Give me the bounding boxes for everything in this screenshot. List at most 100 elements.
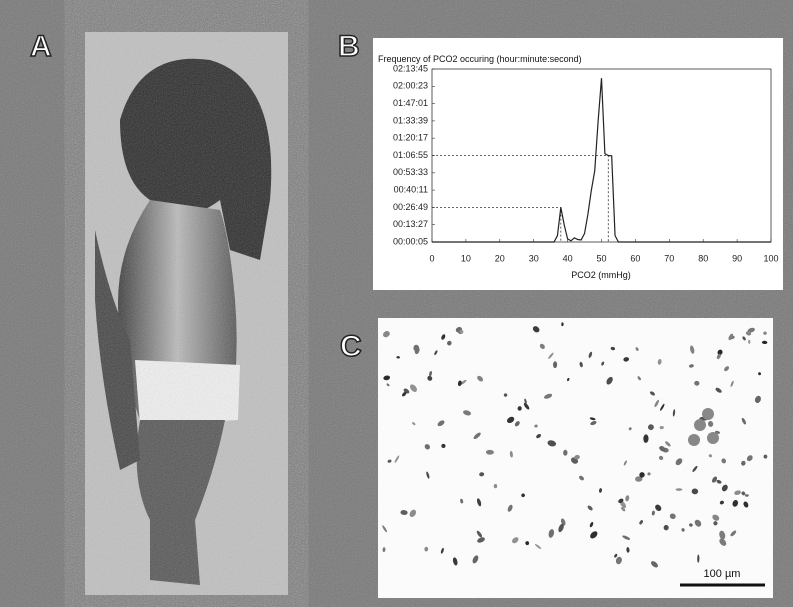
cell <box>441 443 446 448</box>
cell <box>635 347 639 351</box>
cell <box>741 460 746 466</box>
cell <box>651 510 655 516</box>
cell <box>665 441 671 447</box>
cell <box>476 530 483 538</box>
cell <box>553 361 558 369</box>
cell <box>606 376 613 385</box>
cell <box>409 509 417 518</box>
cell <box>758 372 761 376</box>
cell <box>713 521 718 526</box>
cell <box>761 340 768 345</box>
cell <box>746 455 753 462</box>
cell <box>587 505 593 511</box>
x-tick-label: 50 <box>596 253 606 263</box>
cell <box>558 523 564 533</box>
y-tick-label: 01:33:39 <box>393 115 428 125</box>
cell <box>427 375 433 381</box>
cell <box>589 417 596 421</box>
cell <box>561 322 564 327</box>
cell <box>589 521 594 528</box>
cell <box>503 393 508 397</box>
cell <box>382 547 386 552</box>
cell <box>512 537 519 544</box>
cell <box>599 488 602 493</box>
cell <box>716 479 722 484</box>
cell <box>452 557 458 566</box>
cell <box>477 537 485 543</box>
cell <box>715 387 722 393</box>
cell <box>493 484 498 489</box>
cell <box>524 398 527 404</box>
cell <box>394 455 400 463</box>
cell <box>618 498 624 503</box>
cell <box>477 375 484 382</box>
cell <box>544 393 553 399</box>
cell <box>387 459 392 463</box>
cell <box>697 554 700 563</box>
cell <box>534 544 542 549</box>
cell <box>689 364 694 368</box>
cell <box>460 498 464 504</box>
cell <box>649 391 655 396</box>
cell <box>534 424 538 428</box>
cell <box>655 504 662 512</box>
cell <box>590 531 598 539</box>
cell <box>717 349 723 356</box>
cell <box>659 446 666 452</box>
cell <box>689 523 693 527</box>
cell <box>614 553 618 558</box>
cell <box>402 391 407 397</box>
cell <box>507 416 515 424</box>
x-tick-label: 20 <box>495 253 505 263</box>
cell <box>574 454 580 460</box>
cell <box>621 506 626 512</box>
cell <box>426 471 430 479</box>
cell <box>601 361 605 366</box>
cell <box>424 546 429 552</box>
cell <box>724 366 730 372</box>
cell <box>721 458 727 464</box>
cell <box>441 334 446 340</box>
cell <box>763 454 768 459</box>
cell <box>747 327 755 333</box>
cell <box>539 343 545 349</box>
cell <box>623 460 627 466</box>
cell <box>473 432 481 440</box>
x-tick-label: 60 <box>630 253 640 263</box>
cell <box>657 359 662 365</box>
cell <box>383 331 390 338</box>
cell <box>536 433 542 439</box>
y-tick-label: 00:26:49 <box>393 202 428 212</box>
cell <box>532 326 540 333</box>
x-tick-label: 10 <box>461 253 471 263</box>
cell <box>721 484 728 492</box>
cell <box>694 380 700 386</box>
cell <box>548 352 554 359</box>
cell <box>396 356 400 359</box>
cell <box>754 395 761 404</box>
cells <box>382 322 768 568</box>
cell <box>514 421 520 427</box>
cell <box>400 510 408 515</box>
cell <box>447 340 452 346</box>
cell <box>635 476 643 482</box>
x-tick-label: 70 <box>664 253 674 263</box>
cell <box>639 520 643 525</box>
cell <box>590 420 597 426</box>
cell <box>476 498 482 507</box>
cell <box>719 530 726 540</box>
cell <box>692 465 698 472</box>
cell <box>382 525 388 533</box>
cell <box>517 406 522 411</box>
cell <box>745 331 752 336</box>
cell <box>548 529 555 538</box>
cell <box>712 514 720 521</box>
x-tick-label: 30 <box>529 253 539 263</box>
cell <box>628 427 632 431</box>
cell <box>459 329 464 334</box>
cell <box>659 425 664 430</box>
cell <box>647 424 654 431</box>
cell <box>509 450 513 458</box>
cell <box>610 346 616 351</box>
